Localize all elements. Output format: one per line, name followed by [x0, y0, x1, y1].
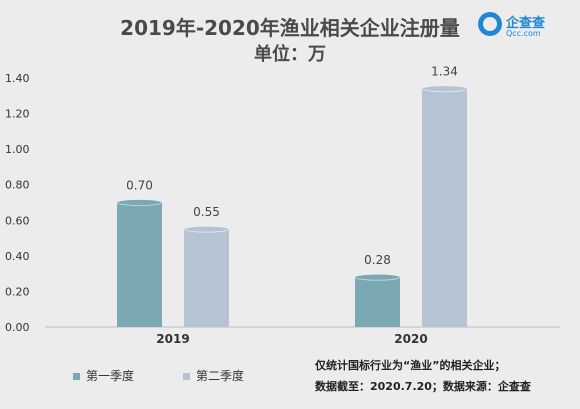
- chart-subtitle: 单位：万: [254, 44, 326, 65]
- bar-cap-2019-1: [183, 225, 230, 233]
- chart-title: 2019年-2020年渔业相关企业注册量: [120, 16, 460, 40]
- y-tick-label: 1.20: [5, 108, 30, 121]
- bar-2020-0: [355, 277, 400, 327]
- y-tick-label: 0.40: [5, 250, 30, 263]
- legend-item-q2: 第二季度: [183, 367, 244, 384]
- bar-cap-2020-1: [421, 85, 468, 93]
- x-tick-label: 2020: [394, 332, 427, 346]
- footnote-scope: 仅统计国标行业为“渔业”的相关企业；: [315, 359, 506, 372]
- legend-swatch-q1: [73, 373, 80, 380]
- qcc-logo-icon: [478, 12, 502, 36]
- legend-item-q1: 第一季度: [73, 367, 134, 384]
- y-tick-label: 0.20: [5, 285, 30, 298]
- logo-name: 企查查: [506, 16, 546, 31]
- data-label: 0.70: [126, 179, 153, 193]
- y-tick-label: 0.60: [5, 214, 30, 227]
- footnote-source: 数据截至：2020.7.20；数据来源：企查查: [315, 380, 531, 393]
- y-tick-label: 0.00: [5, 321, 30, 334]
- logo-url: Qcc.com: [506, 29, 541, 38]
- bar-cap-2020-0: [354, 273, 401, 281]
- bar-2020-1: [422, 88, 467, 328]
- legend-label-q1: 第一季度: [86, 369, 135, 383]
- y-tick-label: 1.40: [5, 72, 30, 85]
- bar-2019-1: [184, 229, 229, 327]
- bar-cap-2019-0: [116, 199, 163, 206]
- y-tick-label: 0.80: [5, 179, 30, 192]
- bar-2019-0: [117, 202, 162, 327]
- legend-label-q2: 第二季度: [196, 369, 245, 383]
- x-tick-label: 2019: [156, 332, 189, 346]
- qcc-logo: 企查查 Qcc.com: [478, 10, 574, 44]
- data-label: 1.34: [431, 65, 458, 79]
- y-tick-label: 1.00: [5, 143, 30, 156]
- data-label: 0.28: [364, 253, 391, 267]
- data-label: 0.55: [193, 205, 220, 219]
- legend-swatch-q2: [183, 373, 190, 380]
